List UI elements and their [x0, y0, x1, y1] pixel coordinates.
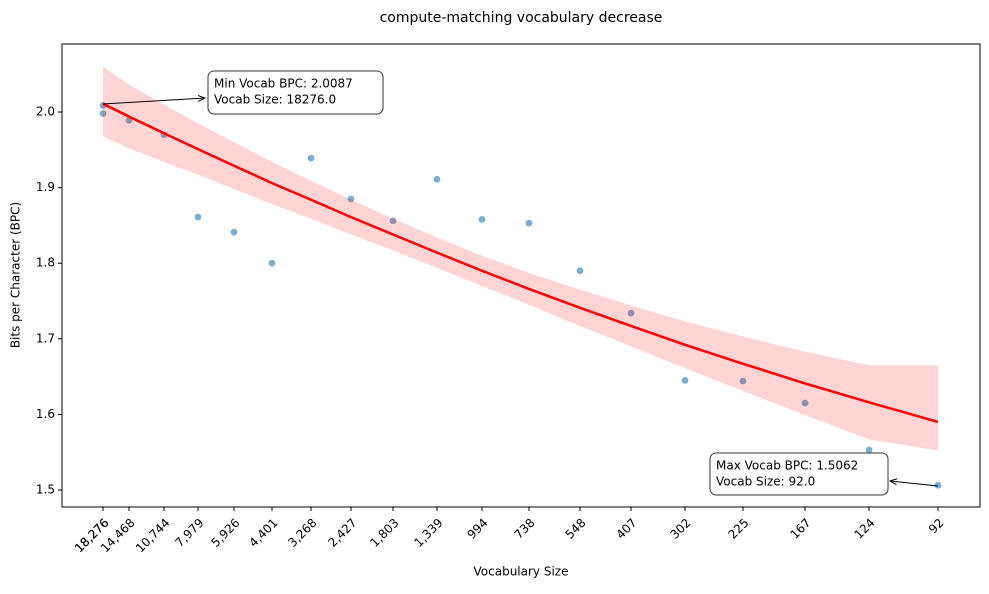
x-tick-label: 994: [464, 516, 490, 542]
y-tick-label: 1.8: [36, 256, 55, 270]
annotation-box: [207, 70, 384, 115]
y-tick-label: 1.5: [36, 482, 55, 496]
point: [307, 154, 315, 162]
y-axis-label: Bits per Character (BPC): [9, 202, 23, 348]
x-tick-label: 225: [725, 516, 751, 542]
point: [865, 446, 873, 454]
annotation-arrow: [102, 98, 205, 105]
fit-line: [102, 102, 939, 424]
point: [576, 266, 584, 275]
plot-frame: [61, 43, 981, 508]
y-tick-label: 2.0: [36, 105, 55, 119]
x-tick-label: 167: [787, 516, 813, 542]
annotation-text: Vocab Size: 92.0: [716, 475, 815, 489]
x-tick-label: 548: [562, 516, 588, 542]
annotation-text: Max Vocab BPC: 1.5062: [716, 459, 858, 473]
point: [99, 109, 107, 118]
x-tick-label: 1,803: [367, 516, 401, 550]
annotation-text: Min Vocab BPC: 2.0087: [214, 77, 353, 91]
point: [230, 228, 238, 237]
chart-title: compute-matching vocabulary decrease: [380, 10, 663, 26]
x-tick-label: 5,926: [208, 516, 242, 550]
x-tick-label: 738: [511, 516, 537, 542]
annotation-arrow: [890, 481, 939, 487]
point: [389, 217, 397, 225]
x-axis-label: Vocabulary Size: [474, 565, 569, 579]
point: [478, 215, 486, 224]
annotation-box: [709, 452, 889, 496]
x-tick-label: 302: [667, 516, 693, 542]
point: [433, 175, 441, 184]
point: [739, 377, 747, 385]
x-tick-label: 407: [613, 516, 639, 542]
point: [801, 399, 809, 407]
x-tick-label: 7,979: [172, 516, 206, 550]
x-tick-label: 1,339: [411, 516, 445, 550]
x-tick-label: 2,427: [325, 516, 359, 550]
y-tick-label: 1.9: [36, 180, 55, 194]
x-tick-label: 92: [926, 516, 947, 537]
x-tick-label: 124: [851, 516, 877, 542]
y-tick-label: 1.7: [36, 331, 55, 345]
point: [194, 213, 202, 221]
x-tick-label: 4,401: [246, 516, 280, 550]
x-tick-label: 10,744: [133, 516, 173, 556]
point: [681, 376, 689, 385]
x-tick-label: 3,268: [285, 516, 319, 550]
point: [627, 309, 635, 317]
point: [347, 195, 355, 203]
point: [268, 259, 276, 268]
point: [525, 219, 533, 228]
y-tick-label: 1.6: [36, 407, 55, 421]
annotation-text: Vocab Size: 18276.0: [214, 93, 336, 107]
confidence-band: [103, 66, 938, 451]
